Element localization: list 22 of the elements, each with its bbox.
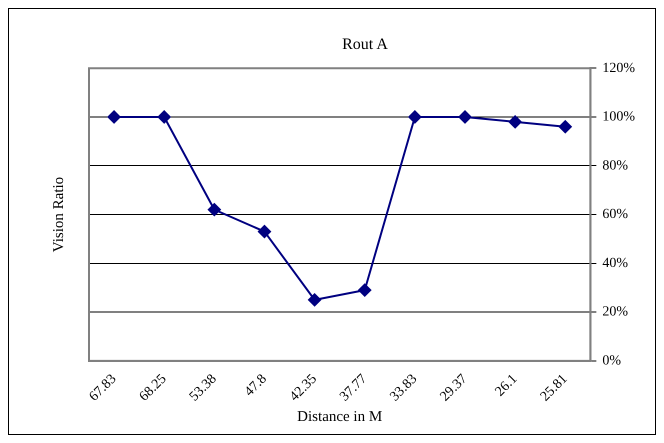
point bbox=[408, 110, 422, 124]
y-tick-label: 80% bbox=[602, 158, 628, 174]
point bbox=[158, 110, 171, 124]
point bbox=[358, 284, 372, 297]
point bbox=[558, 120, 572, 134]
y-axis-title: Vision Ratio bbox=[50, 176, 67, 252]
x-axis-title: Distance in M bbox=[297, 408, 382, 425]
y-tick-label: 0% bbox=[602, 354, 622, 369]
y-tick-label: 20% bbox=[602, 304, 628, 320]
chart-title: Rout A bbox=[342, 36, 388, 53]
x-tick-label: 26.1 bbox=[492, 372, 521, 400]
point bbox=[458, 110, 472, 124]
point bbox=[508, 115, 522, 128]
point bbox=[258, 225, 271, 238]
y-tick-label: 120% bbox=[602, 60, 636, 76]
point bbox=[208, 203, 221, 216]
point bbox=[308, 293, 322, 306]
y-tick-label: 60% bbox=[602, 207, 628, 222]
y-tick-label: 40% bbox=[602, 256, 628, 271]
x-tick-label: 47.8 bbox=[242, 372, 270, 400]
point bbox=[108, 110, 121, 124]
y-tick-label: 100% bbox=[602, 110, 636, 125]
